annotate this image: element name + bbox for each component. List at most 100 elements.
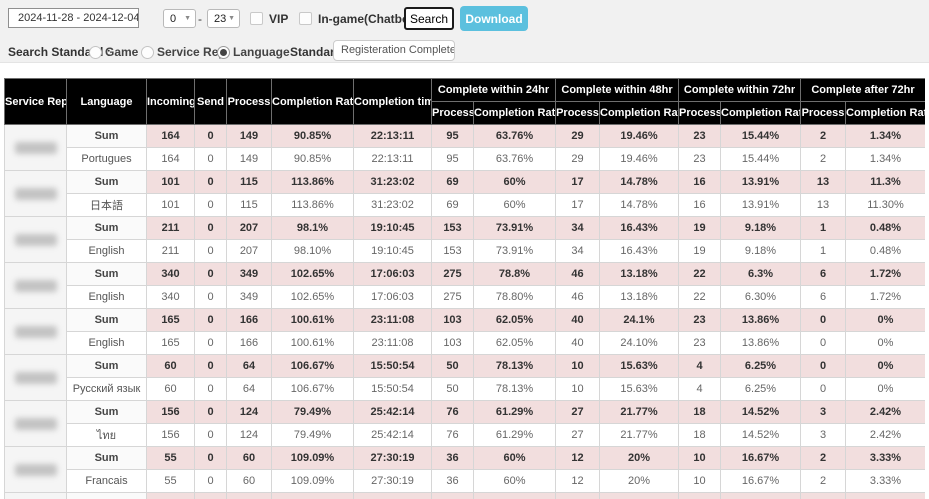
value-cell: 60% [473,446,556,470]
service-rep-cell [4,216,67,263]
value-cell: 164 [146,147,195,171]
value-cell: 23 [678,147,721,171]
control-bar: 0 ▼ - 23 ▼ VIP In-game(Chatbot) Search D… [0,0,929,63]
hour-to-select[interactable]: 23 ▼ [207,9,240,28]
value-cell: 14.52% [720,400,801,424]
value-cell: 50 [431,377,474,401]
value-cell: 62.05% [473,308,556,332]
value-cell [678,492,721,499]
radio-game[interactable] [89,46,102,59]
language-cell: Sum [66,400,147,424]
value-cell: 24.10% [599,331,679,355]
language-cell: Sum [66,170,147,194]
hour-to-value: 23 [214,12,227,25]
search-button[interactable]: Search [404,7,454,30]
value-cell: 6 [800,285,846,309]
value-cell: 27 [555,423,600,447]
value-cell: 22 [678,285,721,309]
value-cell: 124 [226,400,272,424]
value-cell: 34 [555,239,600,263]
table-row-partial [4,492,925,499]
value-cell: 1.72% [845,262,925,286]
value-cell: 164 [146,124,195,148]
value-cell [431,492,474,499]
col-after72hr-process: Process [800,101,846,125]
value-cell: 165 [146,331,195,355]
value-cell: 16 [678,193,721,217]
col-24hr-process: Process [431,101,474,125]
value-cell [194,492,227,499]
value-cell: 19.46% [599,124,679,148]
value-cell: 40 [555,331,600,355]
value-cell: 61.29% [473,400,556,424]
value-cell: 63.76% [473,124,556,148]
value-cell: 153 [431,216,474,240]
report-table-container: Service Rep Language Incoming Send Proce… [4,78,925,499]
value-cell: 29 [555,147,600,171]
value-cell: 275 [431,285,474,309]
value-cell: 90.85% [271,147,354,171]
radio-service-rep[interactable] [141,46,154,59]
col-72hr-process: Process [678,101,721,125]
value-cell: 63.76% [473,147,556,171]
radio-language-label: Language [233,45,290,59]
value-cell: 9.18% [720,239,801,263]
value-cell: 9.18% [720,216,801,240]
value-cell: 0 [194,170,227,194]
value-cell: 166 [226,308,272,332]
table-row: Sum 165 0 166 100.61% 23:11:08 103 62.05% 40 24.1… [4,308,925,355]
language-cell: Sum [66,446,147,470]
col-process: Process [226,78,272,125]
value-cell: 275 [431,262,474,286]
vip-label: VIP [269,12,289,26]
value-cell: 25:42:14 [353,400,432,424]
redacted-service-rep [14,463,57,476]
value-cell: 103 [431,331,474,355]
date-range-input[interactable] [8,8,139,28]
vip-checkbox[interactable] [250,12,263,25]
value-cell: 101 [146,170,195,194]
value-cell: 13.18% [599,262,679,286]
col-completion-rate: Completion Rate [271,78,354,125]
value-cell: 102.65% [271,262,354,286]
table-header: Service Rep Language Incoming Send Proce… [4,78,925,125]
radio-service-rep-label: Service Rep [157,45,226,59]
value-cell: 3.33% [845,469,925,493]
value-cell: 19.46% [599,147,679,171]
value-cell: 19 [678,239,721,263]
language-cell: ไทย [66,423,147,447]
language-cell: Русский язык [66,377,147,401]
value-cell: 22:13:11 [353,147,432,171]
download-button[interactable]: Download [460,6,528,31]
value-cell: 24.1% [599,308,679,332]
col-send: Send [194,78,227,125]
value-cell [353,492,432,499]
value-cell: 207 [226,216,272,240]
group-within-72hr: Complete within 72hr [678,78,801,102]
value-cell: 23 [678,331,721,355]
value-cell: 14.78% [599,193,679,217]
col-language: Language [66,78,147,125]
value-cell: 0 [194,262,227,286]
ingame-chatbot-checkbox[interactable] [299,12,312,25]
value-cell: 113.86% [271,193,354,217]
value-cell: 156 [146,423,195,447]
value-cell: 100.61% [271,331,354,355]
value-cell: 14.52% [720,423,801,447]
value-cell: 78.8% [473,262,556,286]
radio-language[interactable] [217,46,230,59]
value-cell: 60 [226,469,272,493]
value-cell: 16.67% [720,469,801,493]
report-table: Service Rep Language Incoming Send Proce… [4,78,925,499]
value-cell: 15.44% [720,124,801,148]
value-cell: 0 [194,124,227,148]
standard-time-select[interactable]: Registeration Complete ~ Cer [333,40,455,61]
value-cell: 0 [194,216,227,240]
value-cell: 115 [226,193,272,217]
value-cell: 14.78% [599,170,679,194]
value-cell: 1.34% [845,147,925,171]
value-cell: 23:11:08 [353,331,432,355]
value-cell: 103 [431,308,474,332]
hour-from-select[interactable]: 0 ▼ [163,9,196,28]
value-cell: 62.05% [473,331,556,355]
